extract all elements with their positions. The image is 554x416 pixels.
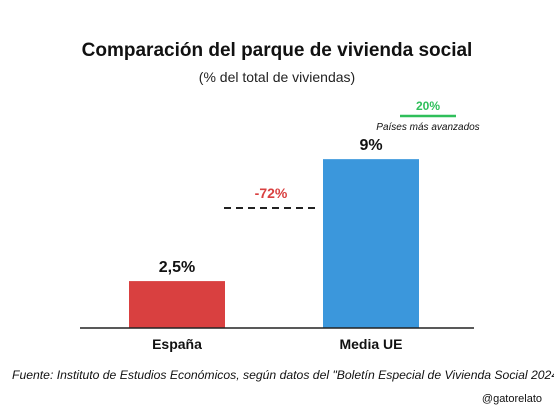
labels-group: 2,5% España 9% Media UE <box>152 137 402 352</box>
category-label: España <box>152 336 202 352</box>
bar-1 <box>323 159 419 328</box>
author-handle: @gatorelato <box>481 393 542 405</box>
reference-caption: Países más avanzados <box>376 122 479 133</box>
bar-value-label: 9% <box>359 137 382 154</box>
reference-value-label: 20% <box>416 99 440 113</box>
category-label: Media UE <box>339 336 402 352</box>
chart-title: Comparación del parque de vivienda socia… <box>81 40 473 61</box>
bar-value-label: 2,5% <box>159 259 195 276</box>
bars-group <box>129 159 419 328</box>
gap-percent-label: -72% <box>255 185 288 201</box>
bar-0 <box>129 281 225 328</box>
chart-subtitle: (% del total de viviendas) <box>198 69 356 85</box>
source-note: Fuente: Instituto de Estudios Económicos… <box>12 368 554 382</box>
